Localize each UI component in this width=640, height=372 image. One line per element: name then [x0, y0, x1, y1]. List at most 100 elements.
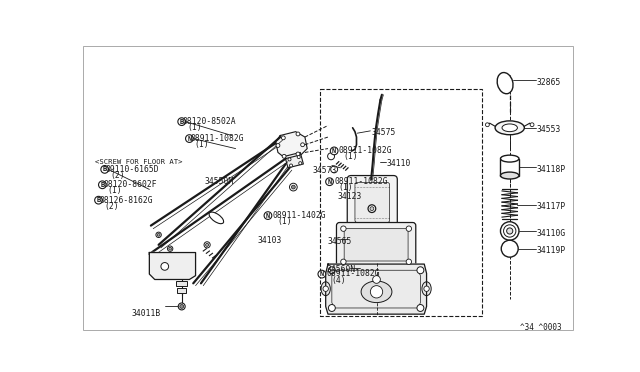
Circle shape	[101, 166, 109, 173]
Circle shape	[264, 212, 272, 219]
Text: 08911-1082G: 08911-1082G	[326, 269, 380, 279]
Text: N: N	[320, 271, 324, 277]
Text: (1): (1)	[195, 140, 209, 149]
Text: 34117P: 34117P	[537, 202, 566, 212]
Circle shape	[99, 181, 106, 189]
Circle shape	[328, 267, 335, 274]
Text: <SCREW FOR FLOOR AT>: <SCREW FOR FLOOR AT>	[95, 158, 183, 164]
Circle shape	[276, 144, 280, 147]
Circle shape	[157, 234, 160, 236]
Circle shape	[340, 259, 346, 264]
Circle shape	[282, 154, 286, 158]
Text: 34575: 34575	[371, 128, 396, 137]
Circle shape	[500, 222, 519, 240]
Ellipse shape	[209, 212, 223, 224]
Polygon shape	[285, 153, 303, 168]
Circle shape	[370, 207, 374, 211]
Circle shape	[406, 259, 412, 264]
Text: 09110-6165D: 09110-6165D	[106, 165, 159, 174]
Text: 34573: 34573	[312, 166, 337, 175]
Text: 08126-8162G: 08126-8162G	[99, 196, 153, 205]
Circle shape	[486, 123, 490, 126]
Circle shape	[95, 196, 102, 204]
Text: N: N	[332, 148, 336, 154]
Text: 08911-1082G: 08911-1082G	[190, 134, 244, 143]
Text: B: B	[102, 166, 107, 172]
Ellipse shape	[497, 73, 513, 94]
Text: B: B	[97, 197, 100, 203]
Circle shape	[301, 143, 305, 147]
Circle shape	[168, 246, 173, 251]
Text: B: B	[100, 182, 104, 188]
Circle shape	[289, 164, 292, 167]
Circle shape	[368, 205, 376, 212]
Circle shape	[289, 183, 297, 191]
Circle shape	[406, 226, 412, 231]
Ellipse shape	[500, 172, 519, 179]
Circle shape	[417, 305, 424, 311]
Text: 34118P: 34118P	[537, 165, 566, 174]
Text: 08911-1082G: 08911-1082G	[334, 177, 388, 186]
Text: 34011B: 34011B	[132, 309, 161, 318]
Text: 34103: 34103	[257, 235, 282, 245]
Text: (1): (1)	[339, 183, 353, 192]
Circle shape	[296, 152, 300, 156]
Text: (1): (1)	[344, 153, 358, 161]
FancyBboxPatch shape	[355, 183, 390, 222]
Text: N: N	[266, 212, 270, 219]
Text: ^34 ^0003: ^34 ^0003	[520, 323, 562, 332]
Circle shape	[318, 270, 326, 278]
Text: 34553: 34553	[537, 125, 561, 135]
Circle shape	[180, 305, 184, 308]
Circle shape	[186, 135, 193, 142]
Circle shape	[204, 242, 210, 248]
Circle shape	[328, 305, 335, 311]
Polygon shape	[326, 264, 427, 314]
Circle shape	[424, 286, 429, 291]
Circle shape	[504, 225, 516, 237]
FancyBboxPatch shape	[348, 176, 397, 230]
Ellipse shape	[500, 155, 519, 162]
Circle shape	[371, 286, 383, 298]
Circle shape	[169, 247, 172, 250]
Bar	[320, 89, 482, 317]
Circle shape	[156, 232, 161, 238]
Text: 08911-1402G: 08911-1402G	[273, 211, 326, 220]
Text: 08911-1082G: 08911-1082G	[339, 146, 392, 155]
Circle shape	[328, 153, 335, 160]
Text: (1): (1)	[277, 217, 292, 226]
Circle shape	[299, 162, 302, 165]
Bar	[176, 281, 187, 286]
Circle shape	[530, 123, 534, 126]
Text: 08120-8502A: 08120-8502A	[182, 117, 236, 126]
FancyBboxPatch shape	[344, 229, 408, 261]
Bar	[177, 288, 186, 293]
Circle shape	[288, 158, 291, 161]
Ellipse shape	[321, 282, 330, 296]
FancyBboxPatch shape	[337, 222, 416, 267]
Bar	[500, 158, 519, 176]
Circle shape	[323, 286, 328, 291]
Text: B: B	[180, 119, 184, 125]
Ellipse shape	[495, 121, 524, 135]
Text: 32865: 32865	[537, 78, 561, 87]
Text: N: N	[328, 179, 332, 185]
Circle shape	[330, 147, 338, 155]
Text: 34123: 34123	[337, 192, 362, 202]
Polygon shape	[149, 253, 196, 279]
Circle shape	[297, 155, 300, 158]
Circle shape	[205, 243, 209, 246]
Circle shape	[282, 136, 285, 140]
Text: N: N	[188, 135, 191, 142]
Polygon shape	[276, 132, 307, 158]
Circle shape	[417, 267, 424, 274]
Circle shape	[178, 303, 185, 310]
Circle shape	[507, 228, 513, 234]
Circle shape	[331, 166, 338, 173]
Text: 34550M: 34550M	[205, 177, 234, 186]
Circle shape	[291, 185, 295, 189]
Circle shape	[296, 132, 300, 136]
Ellipse shape	[502, 124, 517, 132]
Text: 34565: 34565	[328, 237, 353, 246]
Text: 34119P: 34119P	[537, 246, 566, 256]
